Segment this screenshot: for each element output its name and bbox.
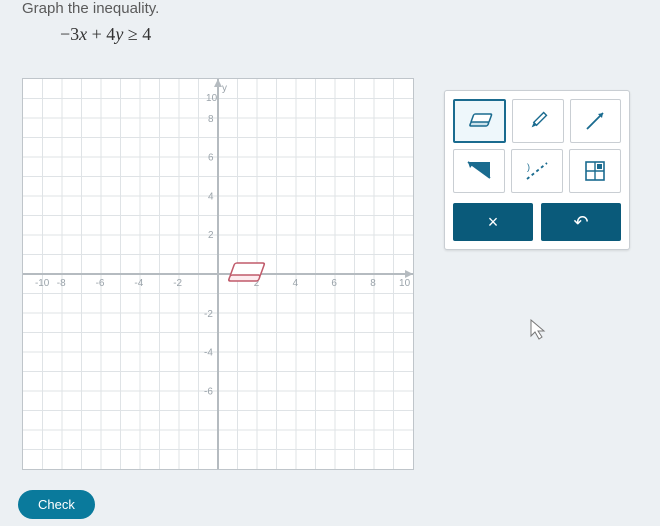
tool-panel: ) × ↶: [444, 90, 630, 250]
fill-icon: [466, 160, 492, 182]
eraser-icon: [465, 111, 495, 131]
coordinate-grid: y 10 8 6 4 2 -2 -4 -6 -10 -8 -6 -4 -2 2 …: [23, 79, 413, 469]
mouse-cursor-icon: [530, 319, 548, 341]
svg-text:-6: -6: [204, 386, 213, 397]
svg-text:6: 6: [208, 153, 214, 164]
svg-text:-2: -2: [204, 309, 213, 320]
check-button[interactable]: Check: [18, 490, 95, 519]
svg-text:-4: -4: [134, 278, 143, 289]
region-icon: [584, 160, 606, 182]
undo-icon: ↶: [573, 212, 588, 233]
svg-text:-4: -4: [204, 348, 213, 359]
svg-text:10: 10: [206, 93, 218, 104]
clear-icon: ×: [488, 212, 499, 233]
svg-text:-10: -10: [35, 278, 50, 289]
fill-tool-button[interactable]: [453, 149, 505, 193]
svg-text:4: 4: [208, 191, 214, 202]
svg-text:2: 2: [208, 230, 214, 241]
dashed-icon: ): [524, 160, 550, 182]
eraser-tool-button[interactable]: [453, 99, 506, 143]
clear-button[interactable]: ×: [453, 203, 533, 241]
svg-text:4: 4: [293, 278, 299, 289]
svg-text:): ): [527, 162, 530, 172]
svg-text:-2: -2: [173, 278, 182, 289]
pencil-icon: [527, 110, 549, 132]
svg-text:y: y: [222, 83, 227, 94]
dashed-tool-button[interactable]: ): [511, 149, 563, 193]
problem-equation: −3x + 4y ≥ 4: [60, 24, 151, 45]
line-icon: [583, 109, 607, 133]
svg-text:8: 8: [208, 114, 214, 125]
svg-text:-8: -8: [57, 278, 66, 289]
line-tool-button[interactable]: [570, 99, 621, 143]
svg-text:2: 2: [254, 278, 260, 289]
pencil-tool-button[interactable]: [512, 99, 563, 143]
problem-prompt: Graph the inequality.: [22, 0, 159, 17]
graph-area[interactable]: y 10 8 6 4 2 -2 -4 -6 -10 -8 -6 -4 -2 2 …: [22, 78, 414, 470]
region-tool-button[interactable]: [569, 149, 621, 193]
svg-text:-6: -6: [96, 278, 105, 289]
svg-text:6: 6: [331, 278, 337, 289]
svg-text:8: 8: [370, 278, 376, 289]
undo-button[interactable]: ↶: [541, 203, 621, 241]
svg-text:10: 10: [399, 278, 411, 289]
